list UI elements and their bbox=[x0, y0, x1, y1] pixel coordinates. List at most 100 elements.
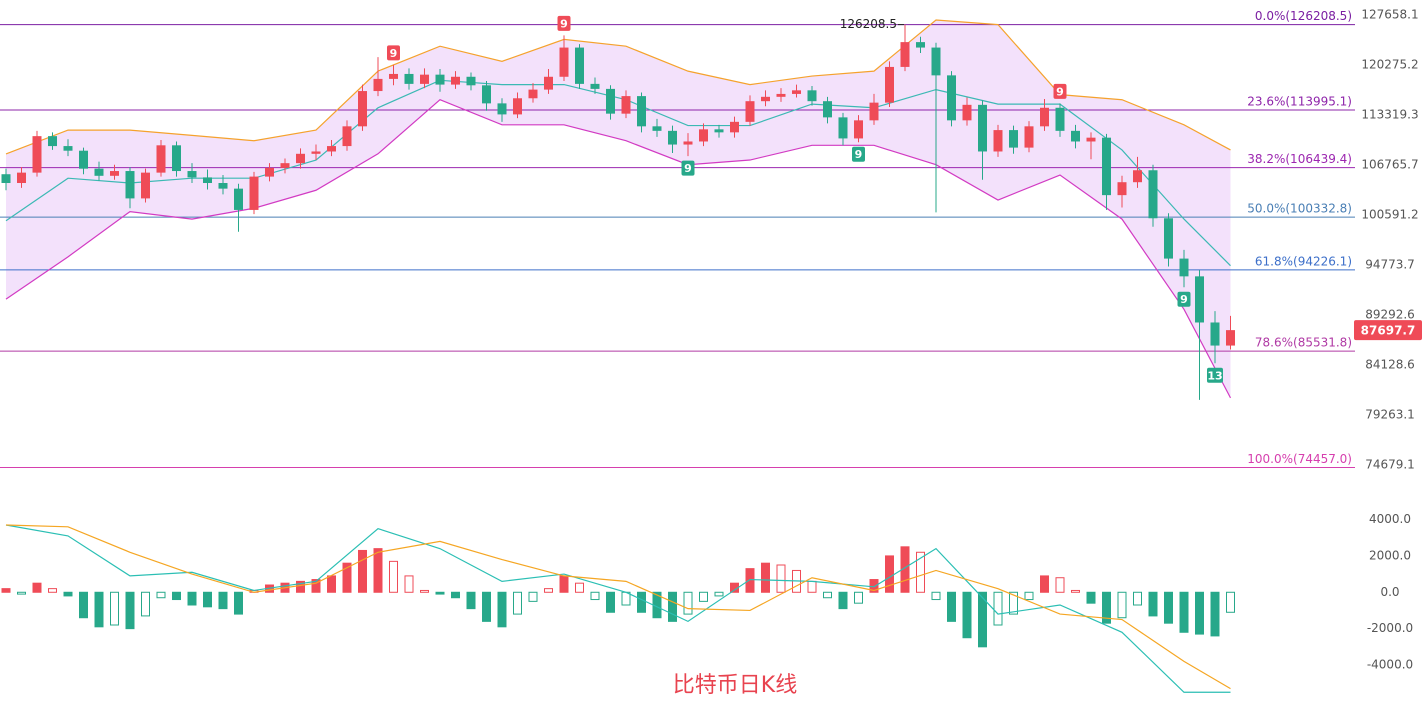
candle-body bbox=[745, 101, 755, 122]
candle-body bbox=[218, 183, 228, 189]
fib-label: 23.6%(113995.1) bbox=[1247, 95, 1352, 109]
macd-bar bbox=[17, 591, 26, 595]
macd-bar bbox=[327, 575, 336, 593]
high-label: 126208.5 bbox=[840, 17, 897, 31]
candle-body bbox=[1086, 137, 1096, 142]
td-label: 9 bbox=[1056, 85, 1064, 98]
candle-body bbox=[730, 121, 739, 133]
candle-body bbox=[854, 120, 863, 139]
macd-bar bbox=[187, 591, 197, 606]
macd-bar bbox=[761, 562, 770, 593]
fib-label: 50.0%(100332.8) bbox=[1247, 202, 1352, 216]
y-tick-label: 106765.7 bbox=[1361, 158, 1418, 172]
y-tick-label: 94773.7 bbox=[1365, 257, 1415, 271]
candle-body bbox=[838, 117, 848, 139]
macd-bar bbox=[885, 555, 894, 593]
macd-bar bbox=[63, 591, 73, 597]
candle-body bbox=[978, 104, 987, 152]
candle-body bbox=[668, 130, 677, 145]
candle-body bbox=[1055, 107, 1065, 131]
candle-body bbox=[79, 150, 88, 169]
fib-label: 78.6%(85531.8) bbox=[1255, 336, 1352, 350]
macd-bar bbox=[513, 591, 522, 615]
candle-body bbox=[451, 76, 460, 85]
macd-bar bbox=[606, 591, 615, 613]
candle-body bbox=[94, 168, 104, 176]
macd-bar bbox=[79, 591, 88, 619]
candle-body bbox=[714, 129, 724, 133]
candle-body bbox=[1226, 330, 1235, 346]
macd-bar bbox=[714, 591, 724, 597]
y-tick-label: 84128.6 bbox=[1365, 357, 1415, 371]
macd-bar bbox=[823, 591, 832, 599]
macd-bar bbox=[482, 591, 491, 622]
candle-body bbox=[1210, 322, 1220, 346]
macd-bar bbox=[1133, 591, 1142, 606]
td-marker bbox=[681, 160, 695, 176]
macd-line bbox=[5, 524, 1231, 693]
macd-bar bbox=[373, 548, 383, 593]
candle-body bbox=[807, 90, 817, 102]
macd-bar bbox=[668, 591, 677, 622]
macd-bar bbox=[389, 560, 398, 593]
macd-bar bbox=[32, 582, 42, 593]
candle-body bbox=[17, 172, 26, 184]
candle-body bbox=[699, 129, 708, 142]
macd-bar bbox=[1102, 591, 1111, 624]
candle-body bbox=[1, 174, 11, 184]
y-tick-label: 79263.1 bbox=[1365, 408, 1415, 422]
macd-bar bbox=[218, 591, 228, 610]
candle-body bbox=[1164, 218, 1173, 259]
y-tick-label: 0.0 bbox=[1380, 585, 1399, 599]
candle-body bbox=[683, 141, 693, 145]
macd-bar bbox=[699, 591, 708, 602]
y-tick-label: 127658.1 bbox=[1361, 7, 1418, 21]
candle-body bbox=[280, 163, 290, 168]
macd-bar bbox=[1148, 591, 1158, 617]
y-tick-label: 89292.6 bbox=[1365, 308, 1415, 322]
candle-body bbox=[590, 83, 600, 89]
td-label: 13 bbox=[1207, 369, 1222, 382]
candle-body bbox=[823, 101, 832, 118]
band-line bbox=[5, 99, 1232, 399]
macd-bar bbox=[559, 575, 569, 593]
macd-bar bbox=[544, 588, 553, 593]
td-label: 9 bbox=[560, 17, 568, 30]
candle-body bbox=[559, 47, 569, 77]
macd-bar bbox=[916, 551, 925, 593]
candle-body bbox=[869, 102, 879, 121]
macd-bar bbox=[311, 579, 321, 593]
td-label: 9 bbox=[855, 148, 863, 161]
y-tick-label: 120275.2 bbox=[1361, 57, 1418, 71]
candle-body bbox=[1133, 170, 1142, 183]
band-line bbox=[5, 19, 1231, 155]
candle-body bbox=[373, 78, 383, 92]
candle-body bbox=[389, 73, 398, 79]
td-marker bbox=[1177, 291, 1191, 307]
macd-bar bbox=[1164, 591, 1173, 624]
candle-body bbox=[1102, 137, 1111, 196]
candle-body bbox=[249, 176, 259, 210]
macd-bar bbox=[466, 591, 476, 610]
macd-bar bbox=[947, 591, 956, 622]
candle-body bbox=[482, 85, 491, 104]
macd-bar bbox=[978, 591, 987, 648]
candle-body bbox=[404, 73, 414, 84]
macd-bar bbox=[962, 591, 972, 639]
candle-body bbox=[1195, 276, 1204, 323]
candle-body bbox=[931, 47, 941, 76]
candle-body bbox=[513, 98, 522, 115]
macd-bar bbox=[931, 591, 941, 601]
macd-bar bbox=[1071, 589, 1080, 593]
candle-body bbox=[544, 76, 553, 90]
candle-body bbox=[296, 153, 305, 164]
macd-bar bbox=[48, 588, 57, 593]
candle-body bbox=[32, 136, 42, 173]
macd-bar bbox=[776, 564, 786, 593]
candle-body bbox=[761, 96, 770, 102]
candle-body bbox=[947, 75, 956, 121]
macd-bar bbox=[637, 591, 646, 613]
macd-bar bbox=[141, 591, 150, 617]
macd-bar bbox=[435, 591, 445, 595]
candle-body bbox=[203, 177, 212, 184]
